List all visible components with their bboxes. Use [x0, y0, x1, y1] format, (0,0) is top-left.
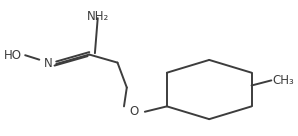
- Text: N: N: [44, 57, 52, 70]
- Text: HO: HO: [4, 49, 21, 62]
- Text: NH₂: NH₂: [87, 10, 109, 23]
- Text: O: O: [130, 105, 139, 118]
- Text: CH₃: CH₃: [273, 74, 294, 87]
